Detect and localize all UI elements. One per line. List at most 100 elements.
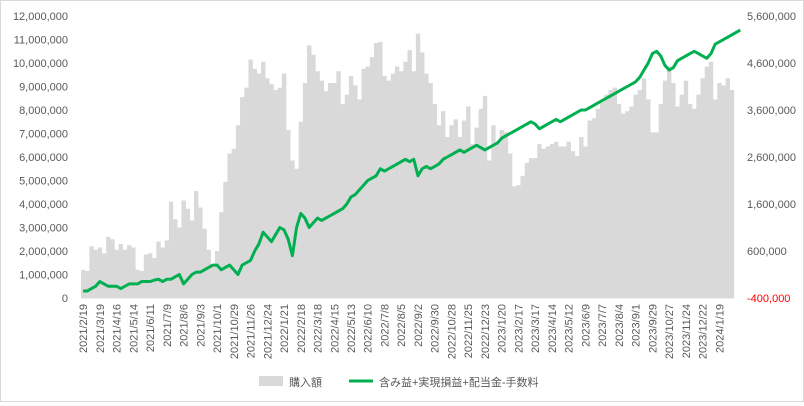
- bar: [474, 127, 479, 299]
- bar: [231, 148, 237, 298]
- x-axis-ticks: 2021/2/19 2021/3/19 2021/4/16 2021/5/14 2021…: [78, 304, 726, 359]
- bar: [399, 71, 404, 298]
- bar: [428, 82, 433, 298]
- bar: [181, 200, 186, 298]
- bar: [704, 66, 710, 298]
- bar: [516, 185, 521, 298]
- bar: [692, 108, 697, 298]
- bar: [114, 249, 119, 298]
- x-tick-label: 2021/2/19: [78, 304, 90, 353]
- x-tick-label: 2022/1/21: [279, 304, 291, 353]
- bar: [600, 99, 605, 298]
- bar: [411, 71, 417, 298]
- bar: [302, 82, 308, 298]
- bar: [646, 99, 651, 298]
- x-tick-label: 2022/11/25: [463, 304, 475, 358]
- bar: [415, 33, 421, 299]
- bar: [637, 90, 643, 299]
- bar: [122, 249, 128, 298]
- left-tick-label: 10,000,000: [13, 58, 68, 70]
- x-tick-label: 2022/6/10: [363, 304, 375, 353]
- right-tick-label: 2,600,000: [747, 152, 796, 164]
- bar: [696, 94, 701, 298]
- bar: [512, 186, 517, 299]
- x-tick-label: 2023/5/12: [564, 304, 576, 353]
- left-tick-label: 1,000,000: [19, 270, 68, 282]
- bar: [499, 129, 504, 298]
- bar: [562, 146, 567, 298]
- line-series-layer: [83, 28, 742, 293]
- bar: [168, 201, 174, 298]
- bar: [340, 104, 345, 299]
- x-tick-label: 2023/6/9: [580, 304, 592, 347]
- bar: [269, 84, 274, 299]
- bar: [608, 90, 613, 299]
- bar: [202, 228, 207, 298]
- x-tick-label: 2021/6/11: [145, 304, 157, 352]
- bar: [290, 160, 295, 298]
- x-tick-label: 2022/12/23: [480, 304, 492, 359]
- x-tick-label: 2022/10/28: [446, 304, 458, 359]
- bar: [386, 80, 391, 299]
- bar: [683, 80, 689, 299]
- right-axis-ticks: -400,000 600,000 1,600,000 2,600,000 3,600,0…: [747, 11, 796, 305]
- bar: [524, 162, 530, 299]
- bar: [436, 125, 442, 299]
- left-tick-label: 6,000,000: [19, 152, 68, 164]
- bar: [667, 66, 672, 298]
- bar: [374, 43, 379, 298]
- bar: [558, 146, 563, 298]
- bar: [327, 82, 333, 298]
- bar: [432, 104, 438, 299]
- x-tick-label: 2022/7/8: [379, 304, 391, 347]
- bar: [214, 251, 220, 298]
- left-tick-label: 5,000,000: [19, 176, 68, 188]
- bar: [520, 175, 525, 298]
- x-tick-label: 2021/3/19: [95, 304, 107, 353]
- bar: [579, 137, 584, 298]
- bar: [662, 80, 668, 299]
- bar: [591, 118, 597, 298]
- legend-label-line: 含み益+実現損益+配当金-手数料: [379, 375, 539, 389]
- x-tick-label: 2021/10/29: [229, 304, 241, 359]
- right-tick-label: 4,600,000: [747, 58, 796, 70]
- bar: [286, 129, 291, 298]
- bar: [713, 99, 718, 298]
- bar: [424, 73, 429, 298]
- bar: [139, 270, 144, 298]
- bar: [344, 94, 350, 298]
- bar-series-layer: [81, 33, 735, 299]
- right-tick-label: 1,600,000: [747, 199, 796, 211]
- bar: [298, 121, 304, 298]
- x-tick-label: 2023/9/1: [631, 304, 643, 347]
- bar: [194, 191, 199, 298]
- x-tick-label: 2023/8/4: [614, 304, 626, 347]
- bar: [252, 68, 258, 299]
- bar: [708, 61, 714, 298]
- x-tick-label: 2023/7/7: [597, 304, 609, 347]
- bar: [156, 241, 161, 298]
- bar: [106, 236, 111, 298]
- right-tick-label: 5,600,000: [747, 11, 796, 23]
- bar: [679, 94, 684, 298]
- bar: [348, 75, 354, 299]
- bar: [487, 160, 492, 298]
- x-tick-label: 2022/5/13: [346, 304, 358, 353]
- bar: [566, 141, 571, 298]
- bar: [675, 106, 680, 298]
- left-tick-label: 3,000,000: [19, 223, 68, 235]
- bar: [482, 95, 488, 299]
- bar: [604, 94, 609, 298]
- bar: [357, 99, 362, 298]
- bar: [549, 144, 555, 298]
- bar: [244, 87, 249, 298]
- bar: [612, 87, 617, 298]
- bar: [227, 153, 232, 298]
- x-tick-label: 2021/9/3: [195, 304, 207, 347]
- bar: [219, 212, 224, 298]
- x-tick-label: 2023/4/14: [547, 304, 559, 353]
- bar: [633, 94, 638, 298]
- bar: [89, 246, 94, 298]
- bar: [616, 104, 622, 299]
